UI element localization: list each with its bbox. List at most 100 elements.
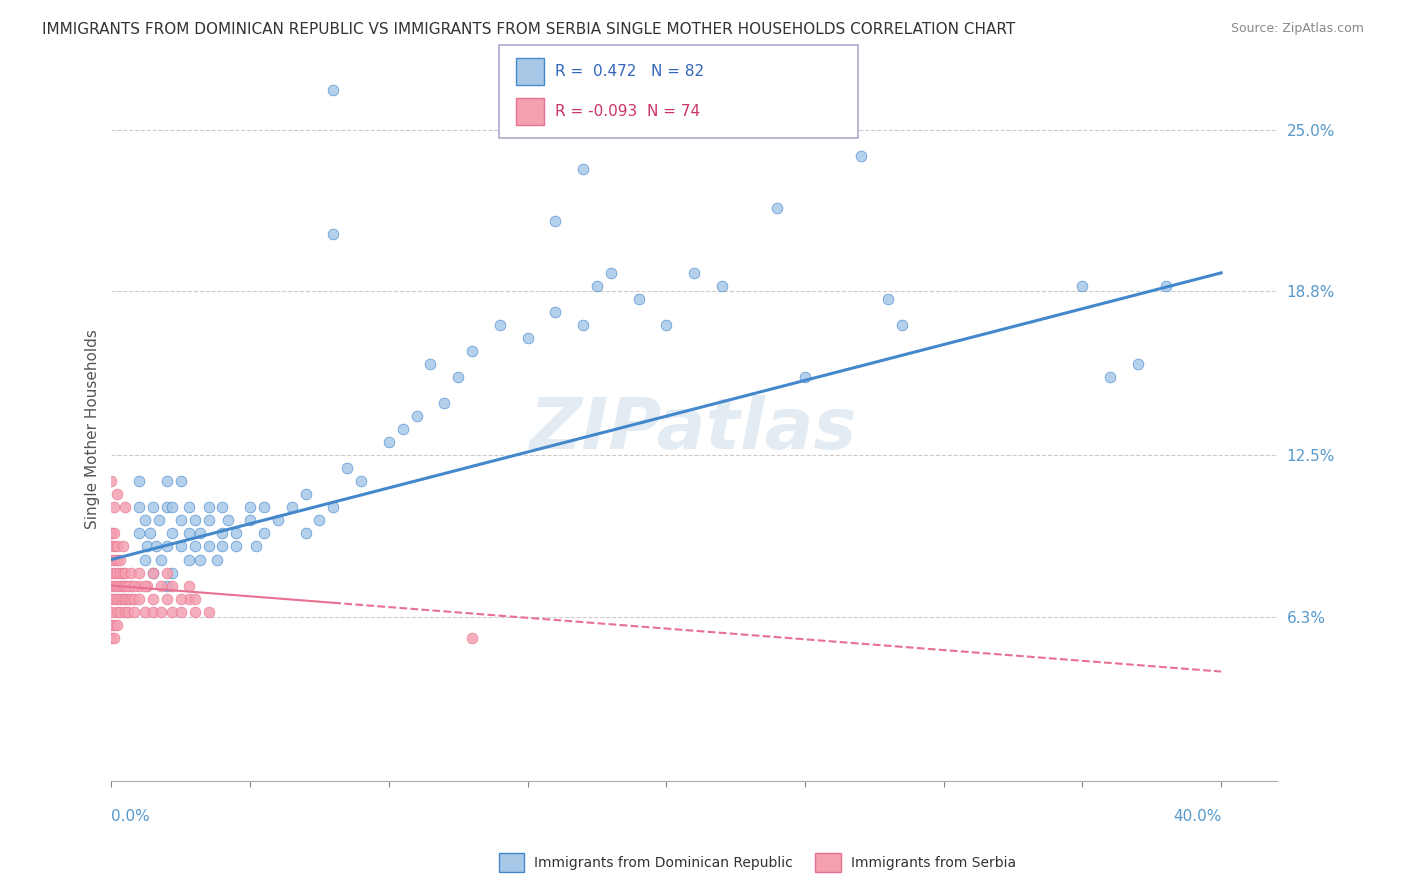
- Point: [105, 540, 128, 554]
- Point: [1071, 279, 1094, 293]
- Point: [170, 475, 193, 489]
- Point: [197, 513, 219, 527]
- Point: [108, 605, 131, 619]
- Point: [105, 578, 128, 592]
- Point: [461, 631, 484, 645]
- Point: [794, 370, 817, 384]
- Point: [655, 318, 678, 332]
- Point: [197, 605, 219, 619]
- Point: [162, 566, 184, 580]
- Point: [114, 500, 136, 515]
- Point: [294, 487, 316, 501]
- Point: [105, 552, 128, 566]
- Point: [128, 475, 150, 489]
- Point: [211, 540, 233, 554]
- Point: [447, 370, 470, 384]
- Point: [136, 578, 159, 592]
- Point: [461, 344, 484, 359]
- Point: [177, 552, 200, 566]
- Point: [183, 591, 205, 606]
- Point: [156, 578, 179, 592]
- Point: [294, 526, 316, 541]
- Point: [433, 396, 456, 410]
- Point: [253, 526, 276, 541]
- Point: [100, 526, 122, 541]
- Point: [225, 526, 247, 541]
- Point: [211, 526, 233, 541]
- Point: [197, 540, 219, 554]
- Point: [142, 566, 165, 580]
- Point: [100, 617, 122, 632]
- Text: Immigrants from Serbia: Immigrants from Serbia: [851, 855, 1015, 870]
- Point: [170, 540, 193, 554]
- Point: [114, 578, 136, 592]
- Point: [391, 422, 413, 436]
- Point: [183, 513, 205, 527]
- Point: [350, 475, 373, 489]
- Point: [162, 500, 184, 515]
- Point: [128, 591, 150, 606]
- Point: [162, 578, 184, 592]
- Point: [122, 578, 145, 592]
- Point: [134, 552, 156, 566]
- Point: [239, 513, 262, 527]
- Point: [103, 591, 125, 606]
- Point: [134, 605, 156, 619]
- Point: [114, 605, 136, 619]
- Text: IMMIGRANTS FROM DOMINICAN REPUBLIC VS IMMIGRANTS FROM SERBIA SINGLE MOTHER HOUSE: IMMIGRANTS FROM DOMINICAN REPUBLIC VS IM…: [42, 22, 1015, 37]
- Point: [120, 578, 142, 592]
- Point: [183, 540, 205, 554]
- Point: [111, 578, 134, 592]
- Point: [766, 201, 789, 215]
- Point: [103, 540, 125, 554]
- Point: [128, 578, 150, 592]
- Point: [139, 526, 162, 541]
- Point: [156, 475, 179, 489]
- Point: [1154, 279, 1177, 293]
- Point: [103, 552, 125, 566]
- Point: [217, 513, 239, 527]
- Point: [572, 318, 595, 332]
- Point: [134, 578, 156, 592]
- Point: [322, 500, 344, 515]
- Text: R =  0.472   N = 82: R = 0.472 N = 82: [555, 64, 704, 78]
- Point: [336, 461, 359, 475]
- Point: [150, 605, 173, 619]
- Point: [105, 605, 128, 619]
- Point: [150, 578, 173, 592]
- Point: [877, 292, 900, 306]
- Point: [111, 540, 134, 554]
- Point: [170, 591, 193, 606]
- Point: [100, 578, 122, 592]
- Point: [100, 631, 122, 645]
- Point: [145, 540, 167, 554]
- Point: [105, 617, 128, 632]
- Point: [405, 409, 427, 424]
- Point: [162, 526, 184, 541]
- Point: [108, 552, 131, 566]
- Point: [599, 266, 621, 280]
- Point: [544, 305, 567, 319]
- Point: [120, 591, 142, 606]
- Point: [100, 591, 122, 606]
- Point: [103, 631, 125, 645]
- Point: [177, 500, 200, 515]
- Point: [103, 578, 125, 592]
- Point: [1126, 357, 1149, 371]
- Point: [419, 357, 441, 371]
- Point: [170, 513, 193, 527]
- Text: ZIPatlas: ZIPatlas: [530, 395, 858, 464]
- Point: [148, 513, 170, 527]
- Point: [142, 591, 165, 606]
- Point: [100, 526, 122, 541]
- Point: [205, 552, 228, 566]
- Point: [108, 566, 131, 580]
- Point: [100, 475, 122, 489]
- Point: [111, 591, 134, 606]
- Point: [156, 566, 179, 580]
- Point: [183, 605, 205, 619]
- Point: [103, 500, 125, 515]
- Point: [105, 487, 128, 501]
- Point: [710, 279, 733, 293]
- Point: [117, 578, 139, 592]
